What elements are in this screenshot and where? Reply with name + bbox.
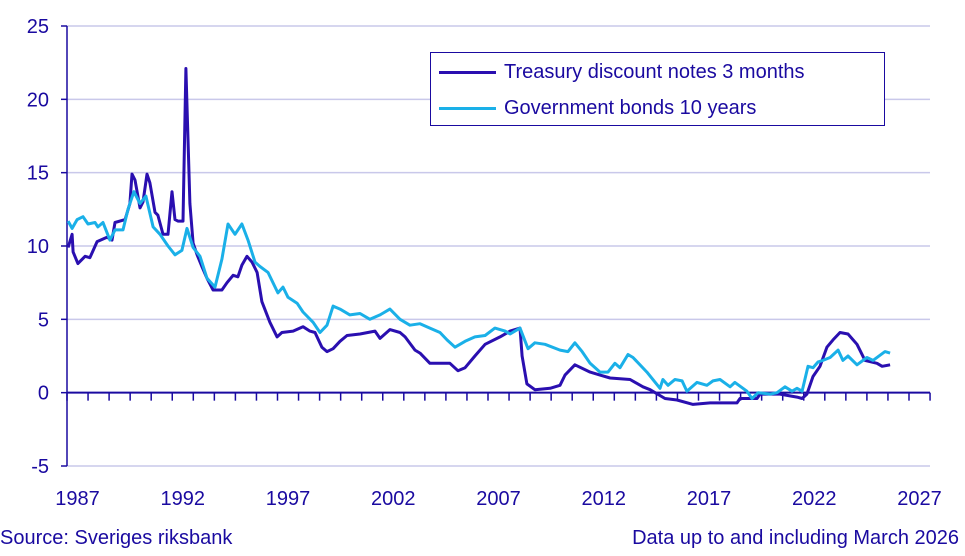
- y-tick-label: 10: [27, 236, 49, 258]
- y-tick-label: 25: [27, 16, 49, 38]
- legend-label-treasury: Treasury discount notes 3 months: [504, 60, 805, 83]
- y-tick-label: -5: [31, 456, 49, 478]
- legend: Treasury discount notes 3 months Governm…: [430, 52, 885, 126]
- x-tick-label: 2002: [371, 488, 416, 510]
- legend-swatch-treasury: [439, 70, 496, 74]
- x-tick-label: 2022: [792, 488, 837, 510]
- legend-label-bonds: Government bonds 10 years: [504, 96, 757, 119]
- x-tick-label: 2017: [687, 488, 732, 510]
- series-line-bonds-10y: [66, 190, 891, 400]
- legend-swatch-bonds: [439, 106, 496, 110]
- x-tick-label: 2007: [476, 488, 521, 510]
- source-note: Source: Sveriges riksbank: [0, 527, 233, 549]
- y-tick-label: 15: [27, 163, 49, 185]
- x-tick-label: 1987: [55, 488, 100, 510]
- x-tick-label: 1997: [266, 488, 311, 510]
- legend-item-treasury: Treasury discount notes 3 months: [439, 60, 805, 84]
- data-note: Data up to and including March 2026: [632, 527, 959, 549]
- y-tick-label: 5: [38, 309, 49, 331]
- series-line-treasury-3m: [66, 67, 891, 406]
- x-tick-label: 2027: [897, 488, 942, 510]
- y-tick-label: 20: [27, 89, 49, 111]
- legend-item-bonds: Government bonds 10 years: [439, 96, 756, 120]
- x-tick-label: 1992: [161, 488, 206, 510]
- y-tick-label: 0: [38, 383, 49, 405]
- x-tick-label: 2012: [582, 488, 627, 510]
